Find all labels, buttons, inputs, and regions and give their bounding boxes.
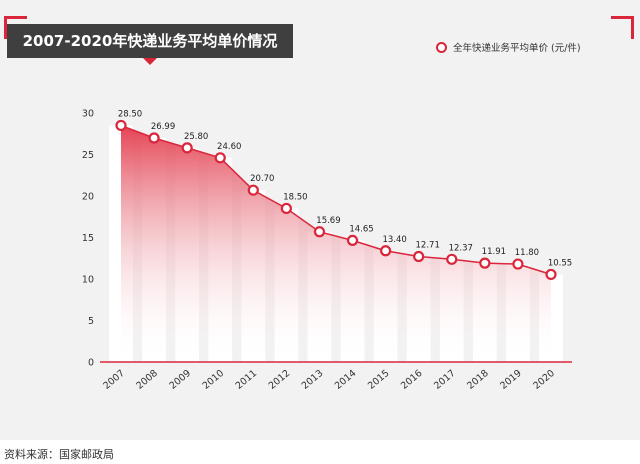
legend-label: 全年快递业务平均单价 (元/件) [453,43,581,54]
x-tick-label: 2009 [167,368,193,392]
data-label: 11.80 [515,248,539,258]
data-label: 12.37 [449,243,473,253]
y-tick-label: 0 [88,358,94,369]
data-point [313,226,326,238]
y-tick-label: 25 [82,150,94,161]
x-tick-label: 2016 [399,368,425,392]
x-tick-label: 2011 [234,368,260,392]
x-tick-label: 2007 [101,368,127,392]
data-point [380,245,392,257]
data-label: 13.40 [382,235,406,245]
data-point [247,184,259,196]
data-point [512,258,524,270]
source-note: 资料来源：国家邮政局 [4,448,114,461]
y-tick-label: 30 [82,109,94,120]
data-label: 24.60 [217,142,241,152]
data-label: 18.50 [283,192,307,202]
data-point [413,250,425,263]
x-tick-label: 2010 [201,368,227,392]
x-tick-label: 2015 [366,368,392,392]
y-tick-label: 10 [82,275,94,286]
x-tick-label: 2020 [531,368,557,392]
chart-title-box: 2007-2020年快递业务平均单价情况 [7,24,293,58]
corner-bracket-top-left [4,16,27,39]
x-tick-label: 2008 [134,368,160,392]
data-label: 20.70 [250,174,274,184]
data-point [280,202,292,215]
data-point [115,119,127,132]
chart-title: 2007-2020年快递业务平均单价情况 [22,32,278,50]
price-chart: 0 5 10 15 20 25 30 2007 2008 2009 2010 2011 2012 201… [82,109,572,392]
data-point [545,268,557,281]
area-fill [121,125,551,362]
x-tick-label: 2018 [465,368,491,392]
data-point [181,142,193,154]
title-pointer-icon [143,58,157,65]
data-point [214,152,226,164]
chart-panel [0,0,640,440]
data-point [479,257,491,269]
y-tick-label: 5 [88,316,94,327]
x-tick-label: 2019 [498,368,524,392]
data-label: 28.50 [118,109,142,119]
legend-marker-icon [436,41,447,53]
data-point [446,253,458,265]
data-label: 11.91 [482,247,506,257]
x-tick-label: 2017 [432,368,458,392]
data-label: 15.69 [316,216,340,226]
data-point [346,234,359,247]
legend: 全年快递业务平均单价 (元/件) [436,40,581,54]
x-tick-label: 2012 [267,368,293,392]
data-label: 14.65 [349,224,373,234]
x-tick-label: 2013 [300,368,326,392]
data-label: 12.71 [416,241,440,251]
data-label: 10.55 [548,258,572,268]
y-tick-label: 15 [82,233,94,244]
data-label: 26.99 [151,122,175,132]
y-tick-label: 20 [82,192,94,203]
data-label: 25.80 [184,132,208,142]
data-point [148,132,160,144]
x-tick-label: 2014 [333,368,359,392]
corner-bracket-top-right [611,16,634,39]
